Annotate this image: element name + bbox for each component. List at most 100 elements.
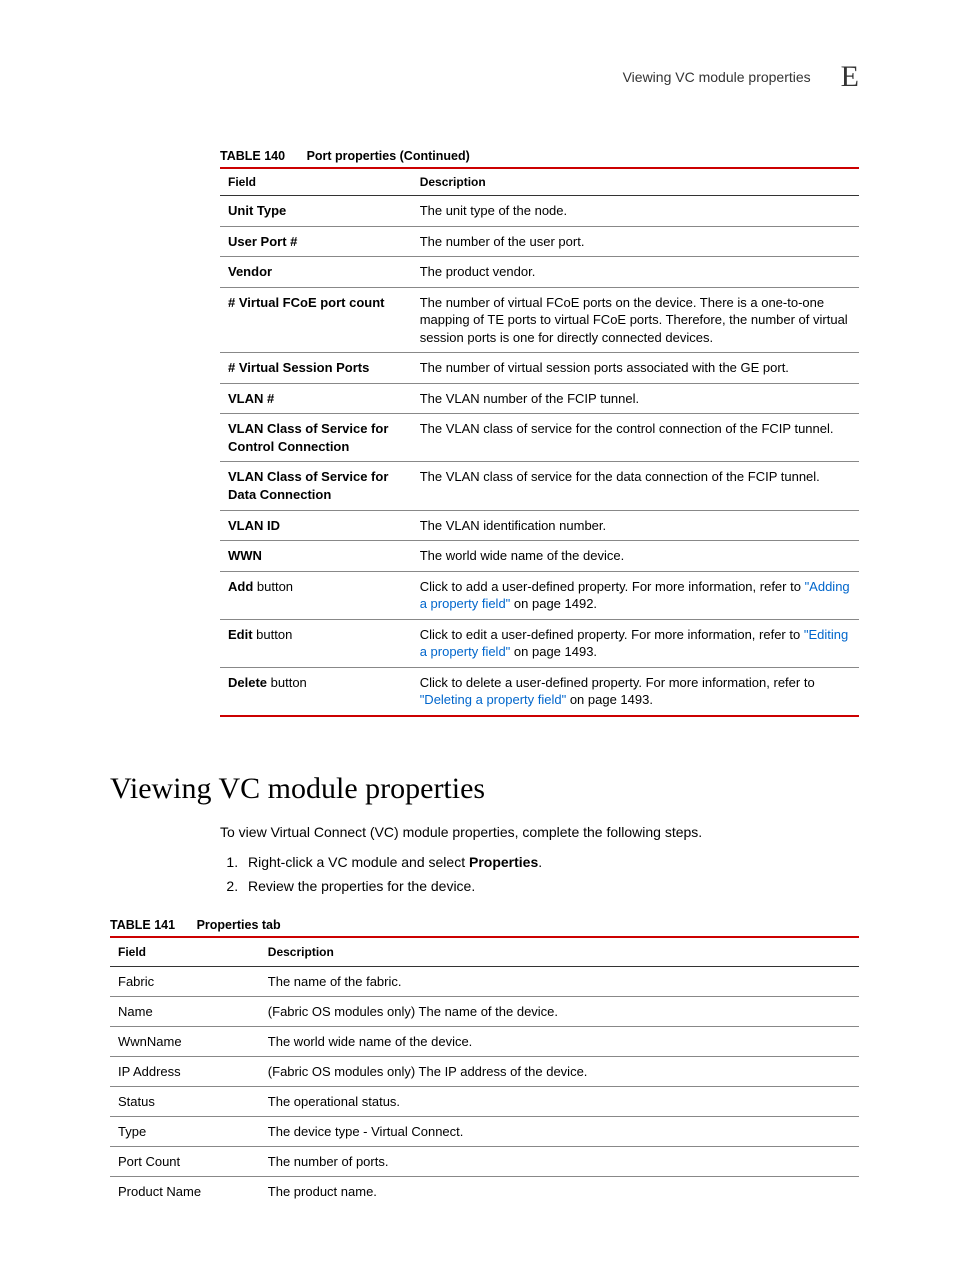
table-row: # Virtual FCoE port count The number of v… bbox=[220, 287, 859, 353]
table-141-col-field: Field bbox=[110, 937, 260, 967]
header-title: Viewing VC module properties bbox=[623, 69, 811, 85]
bold-text: Add bbox=[228, 579, 253, 594]
field-cell: Unit Type bbox=[220, 196, 412, 227]
table-row: Edit button Click to edit a user-defined … bbox=[220, 619, 859, 667]
table-140: Field Description Unit Type The unit type… bbox=[220, 167, 859, 717]
step: Review the properties for the device. bbox=[242, 878, 859, 894]
description-cell: The VLAN class of service for the data c… bbox=[412, 462, 859, 510]
description-cell: Click to add a user-defined property. Fo… bbox=[412, 571, 859, 619]
table-140-col-desc: Description bbox=[412, 168, 859, 196]
field-cell: Add button bbox=[220, 571, 412, 619]
table-row: WWN The world wide name of the device. bbox=[220, 541, 859, 572]
bold-text: Delete bbox=[228, 675, 267, 690]
table-141-title: Properties tab bbox=[197, 918, 281, 932]
description-cell: The product vendor. bbox=[412, 257, 859, 288]
text: The VLAN class of service for the data c… bbox=[420, 469, 820, 484]
table-140-caption: TABLE 140 Port properties (Continued) bbox=[220, 149, 859, 163]
text: The VLAN number of the FCIP tunnel. bbox=[420, 391, 639, 406]
table-row: WwnNameThe world wide name of the device… bbox=[110, 1026, 859, 1056]
text: The world wide name of the device. bbox=[420, 548, 625, 563]
table-141: Field Description FabricThe name of the … bbox=[110, 936, 859, 1206]
table-140-col-field: Field bbox=[220, 168, 412, 196]
cross-reference-link[interactable]: "Deleting a property field" bbox=[420, 692, 567, 707]
description-cell: The VLAN number of the FCIP tunnel. bbox=[412, 383, 859, 414]
table-141-block: TABLE 141 Properties tab Field Descripti… bbox=[110, 918, 859, 1206]
field-cell: User Port # bbox=[220, 226, 412, 257]
text: button bbox=[253, 627, 293, 642]
description-cell: (Fabric OS modules only) The IP address … bbox=[260, 1056, 859, 1086]
field-cell: Edit button bbox=[220, 619, 412, 667]
bold-text: Unit Type bbox=[228, 203, 286, 218]
text: The product vendor. bbox=[420, 264, 536, 279]
text: The VLAN identification number. bbox=[420, 518, 606, 533]
description-cell: The device type - Virtual Connect. bbox=[260, 1116, 859, 1146]
description-cell: The number of virtual FCoE ports on the … bbox=[412, 287, 859, 353]
description-cell: Click to delete a user-defined property.… bbox=[412, 667, 859, 716]
field-cell: # Virtual Session Ports bbox=[220, 353, 412, 384]
bold-text: # Virtual FCoE port count bbox=[228, 295, 385, 310]
description-cell: (Fabric OS modules only) The name of the… bbox=[260, 996, 859, 1026]
table-row: StatusThe operational status. bbox=[110, 1086, 859, 1116]
description-cell: Click to edit a user-defined property. F… bbox=[412, 619, 859, 667]
bold-text: VLAN Class of Service for Data Connectio… bbox=[228, 469, 388, 502]
step: Right-click a VC module and select Prope… bbox=[242, 854, 859, 870]
text: button bbox=[253, 579, 293, 594]
section-heading: Viewing VC module properties bbox=[110, 772, 859, 806]
text: Click to add a user-defined property. Fo… bbox=[420, 579, 805, 594]
field-cell: Product Name bbox=[110, 1176, 260, 1206]
table-row: Port CountThe number of ports. bbox=[110, 1146, 859, 1176]
table-row: FabricThe name of the fabric. bbox=[110, 966, 859, 996]
field-cell: WwnName bbox=[110, 1026, 260, 1056]
table-140-title: Port properties (Continued) bbox=[307, 149, 470, 163]
text: The number of virtual session ports asso… bbox=[420, 360, 789, 375]
field-cell: WWN bbox=[220, 541, 412, 572]
bold-text: WWN bbox=[228, 548, 262, 563]
table-141-number: TABLE 141 bbox=[110, 918, 175, 932]
description-cell: The operational status. bbox=[260, 1086, 859, 1116]
table-row: Vendor The product vendor. bbox=[220, 257, 859, 288]
page: Viewing VC module properties E TABLE 140… bbox=[0, 0, 954, 1266]
field-cell: Name bbox=[110, 996, 260, 1026]
field-cell: VLAN # bbox=[220, 383, 412, 414]
text: The unit type of the node. bbox=[420, 203, 567, 218]
field-cell: # Virtual FCoE port count bbox=[220, 287, 412, 353]
text: on page 1493. bbox=[566, 692, 653, 707]
text: on page 1493. bbox=[510, 644, 597, 659]
description-cell: The number of virtual session ports asso… bbox=[412, 353, 859, 384]
field-cell: Fabric bbox=[110, 966, 260, 996]
table-row: VLAN ID The VLAN identification number. bbox=[220, 510, 859, 541]
table-row: Unit Type The unit type of the node. bbox=[220, 196, 859, 227]
table-140-block: TABLE 140 Port properties (Continued) Fi… bbox=[220, 149, 859, 717]
header-section-letter: E bbox=[841, 60, 859, 94]
table-row: Add button Click to add a user-defined pr… bbox=[220, 571, 859, 619]
table-row: TypeThe device type - Virtual Connect. bbox=[110, 1116, 859, 1146]
description-cell: The VLAN identification number. bbox=[412, 510, 859, 541]
page-header: Viewing VC module properties E bbox=[110, 60, 859, 94]
table-row: VLAN Class of Service for Control Connec… bbox=[220, 414, 859, 462]
field-cell: Delete button bbox=[220, 667, 412, 716]
text: Review the properties for the device. bbox=[248, 878, 475, 894]
text: The VLAN class of service for the contro… bbox=[420, 421, 834, 436]
bold-text: VLAN ID bbox=[228, 518, 280, 533]
field-cell: Port Count bbox=[110, 1146, 260, 1176]
text: The number of the user port. bbox=[420, 234, 585, 249]
description-cell: The product name. bbox=[260, 1176, 859, 1206]
bold-text: VLAN # bbox=[228, 391, 274, 406]
field-cell: IP Address bbox=[110, 1056, 260, 1086]
table-row: Name(Fabric OS modules only) The name of… bbox=[110, 996, 859, 1026]
text: The number of virtual FCoE ports on the … bbox=[420, 295, 848, 345]
text: . bbox=[538, 854, 542, 870]
description-cell: The world wide name of the device. bbox=[412, 541, 859, 572]
bold-text: # Virtual Session Ports bbox=[228, 360, 369, 375]
text: Click to edit a user-defined property. F… bbox=[420, 627, 804, 642]
table-row: User Port # The number of the user port. bbox=[220, 226, 859, 257]
bold-text: Vendor bbox=[228, 264, 272, 279]
text: button bbox=[267, 675, 307, 690]
table-141-col-desc: Description bbox=[260, 937, 859, 967]
description-cell: The name of the fabric. bbox=[260, 966, 859, 996]
description-cell: The number of ports. bbox=[260, 1146, 859, 1176]
description-cell: The VLAN class of service for the contro… bbox=[412, 414, 859, 462]
bold-text: User Port # bbox=[228, 234, 297, 249]
description-cell: The unit type of the node. bbox=[412, 196, 859, 227]
field-cell: Vendor bbox=[220, 257, 412, 288]
